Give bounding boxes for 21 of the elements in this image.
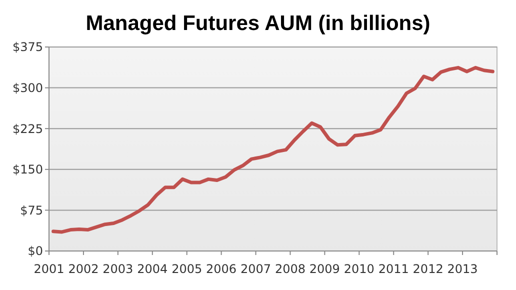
x-tick-label: 2002 <box>68 262 99 276</box>
y-tick-label: $0 <box>28 244 43 258</box>
chart-title: Managed Futures AUM (in billions) <box>86 12 430 35</box>
x-tick-label: 2009 <box>309 262 340 276</box>
x-tick-label: 2005 <box>172 262 202 276</box>
line-series <box>52 66 494 234</box>
x-tick-label: 2011 <box>378 262 409 276</box>
y-tick-label: $225 <box>12 122 43 136</box>
x-tick-label: 2010 <box>344 262 374 276</box>
y-tick-label: $300 <box>12 81 43 95</box>
x-tick-label: 2012 <box>412 262 444 276</box>
x-tick-label: 2008 <box>274 262 306 276</box>
y-tick-label: $75 <box>20 203 43 218</box>
y-tick-label: $150 <box>12 162 43 177</box>
x-tick-label: 2004 <box>137 262 168 276</box>
x-tick-label: 2013 <box>447 262 478 276</box>
x-tick-label: 2003 <box>102 262 134 276</box>
x-tick-label: 2007 <box>240 262 272 276</box>
x-tick-label: 2001 <box>34 262 64 276</box>
x-tick-label: 2006 <box>206 262 237 276</box>
y-tick-label: $375 <box>12 40 43 54</box>
